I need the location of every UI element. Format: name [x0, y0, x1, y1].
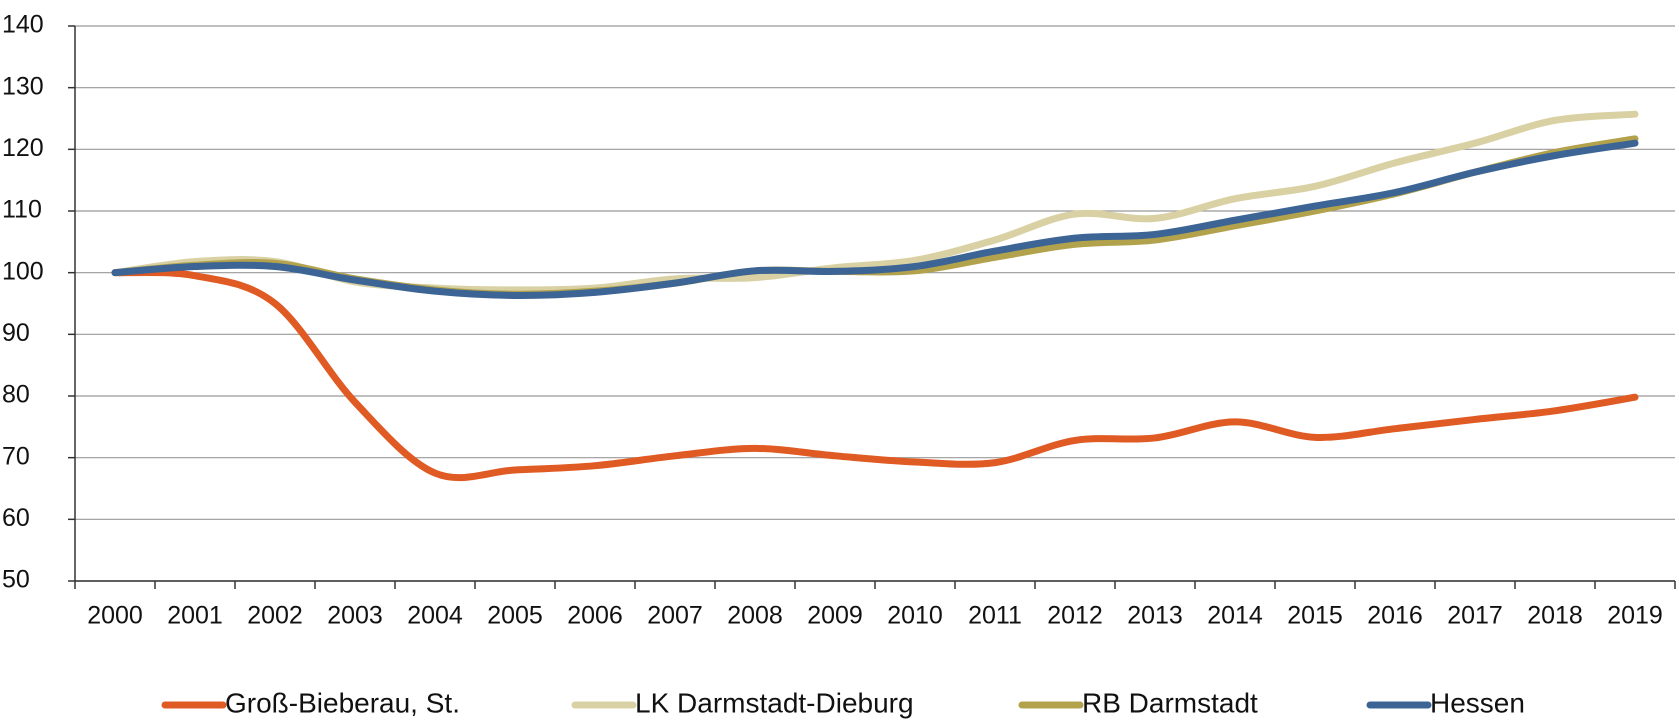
y-tick-label: 50 [2, 566, 30, 594]
x-tick-label: 2017 [1447, 602, 1503, 630]
x-tick-label: 2019 [1607, 602, 1663, 630]
y-tick-label: 140 [2, 11, 44, 39]
x-tick-label: 2009 [807, 602, 863, 630]
x-tick-label: 2006 [567, 602, 623, 630]
y-tick-label: 80 [2, 381, 30, 409]
x-tick-label: 2000 [87, 602, 143, 630]
legend-label: Groß-Bieberau, St. [225, 687, 460, 718]
legend-label: RB Darmstadt [1082, 687, 1258, 718]
line-series [111, 139, 1639, 299]
x-tick-label: 2012 [1047, 602, 1103, 630]
x-tick-label: 2005 [487, 602, 543, 630]
line-series [111, 110, 1639, 294]
x-tick-label: 2004 [407, 602, 463, 630]
y-tick-label: 90 [2, 319, 30, 347]
x-tick-label: 2001 [167, 602, 223, 630]
legend-label: Hessen [1430, 687, 1525, 718]
y-tick-label: 100 [2, 257, 44, 285]
y-tick-label: 60 [2, 504, 30, 532]
x-tick-label: 2015 [1287, 602, 1343, 630]
x-tick-label: 2013 [1127, 602, 1183, 630]
x-tick-label: 2011 [968, 602, 1022, 630]
x-tick-label: 2007 [647, 602, 703, 630]
x-tick-label: 2016 [1367, 602, 1423, 630]
legend-label: LK Darmstadt-Dieburg [635, 687, 914, 718]
line-series [111, 268, 1639, 482]
y-tick-label: 120 [2, 134, 44, 162]
x-tick-label: 2003 [327, 602, 383, 630]
x-tick-label: 2010 [887, 602, 943, 630]
y-tick-label: 110 [2, 196, 42, 224]
x-tick-label: 2008 [727, 602, 783, 630]
x-tick-label: 2018 [1527, 602, 1583, 630]
y-tick-label: 70 [2, 442, 30, 470]
x-tick-label: 2002 [247, 602, 303, 630]
x-tick-label: 2014 [1207, 602, 1263, 630]
y-tick-label: 130 [2, 72, 44, 100]
